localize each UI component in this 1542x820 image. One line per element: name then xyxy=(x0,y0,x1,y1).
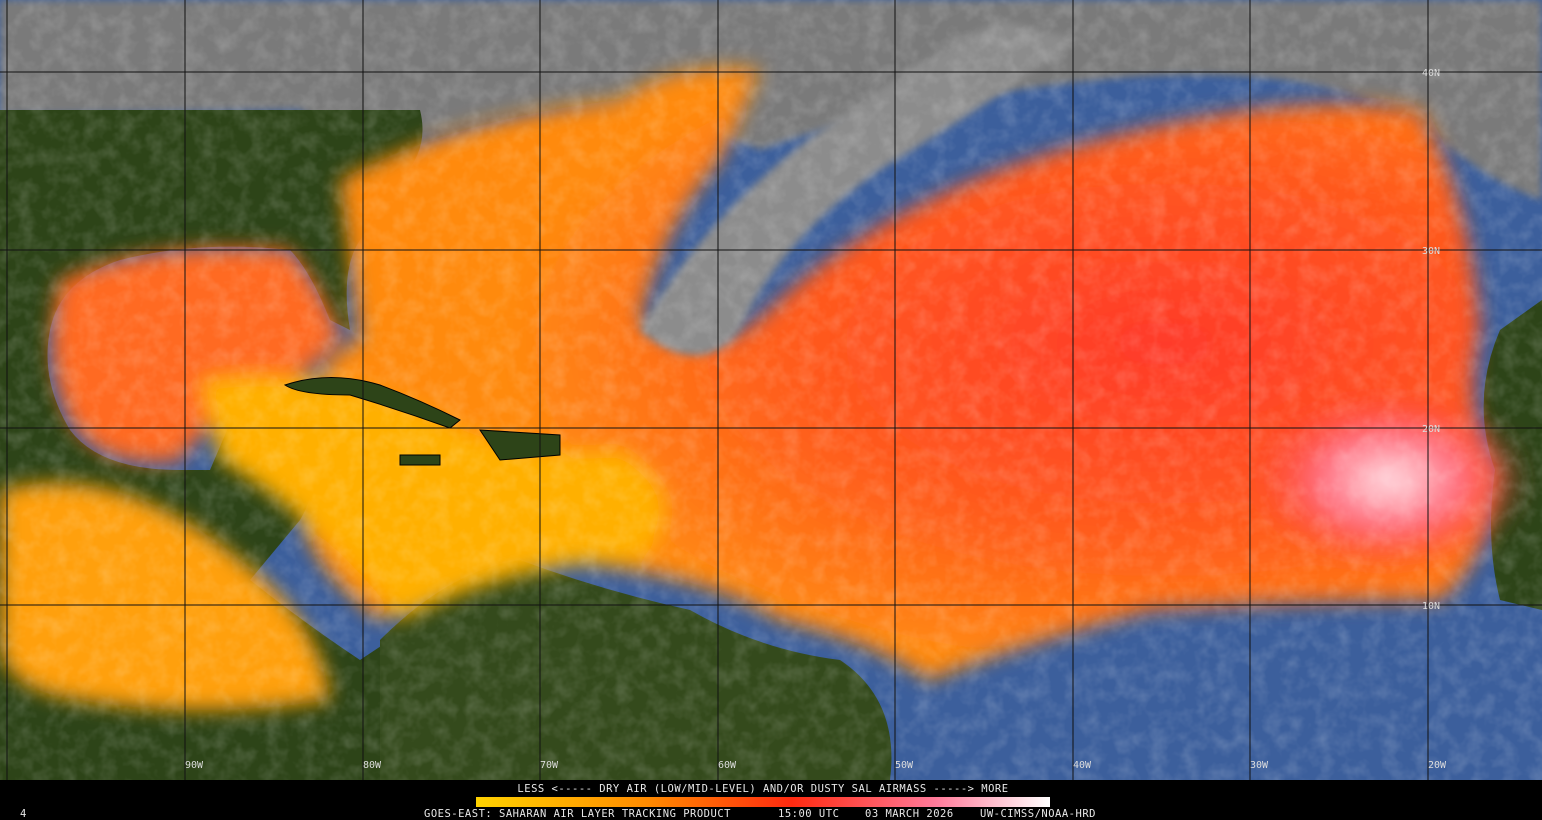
lon-label: 40W xyxy=(1073,760,1092,771)
lon-label: 90W xyxy=(185,760,204,771)
legend-caption: LESS <----- DRY AIR (LOW/MID-LEVEL) AND/… xyxy=(517,783,1008,795)
lat-label: 40N xyxy=(1422,68,1440,79)
island-cuba xyxy=(283,377,461,429)
product-name: GOES-EAST: SAHARAN AIR LAYER TRACKING PR… xyxy=(424,808,731,820)
island-jamaica xyxy=(399,454,441,466)
credit: UW-CIMSS/NOAA-HRD xyxy=(980,808,1096,820)
lat-label: 20N xyxy=(1422,424,1440,435)
graticule xyxy=(0,0,1542,780)
lon-label: 50W xyxy=(895,760,914,771)
lon-label: 30W xyxy=(1250,760,1269,771)
corner-mark: 4 xyxy=(20,808,27,820)
grid-labels: 40N 30N 20N 10N 90W 80W 70W 60W 50W 40W 30W 20W xyxy=(185,68,1447,771)
lon-label: 60W xyxy=(718,760,737,771)
texture xyxy=(0,0,1542,780)
lat-label: 30N xyxy=(1422,246,1440,257)
lon-label: 70W xyxy=(540,760,559,771)
color-scale xyxy=(476,797,1050,807)
lon-label: 20W xyxy=(1428,760,1447,771)
date: 03 MARCH 2026 xyxy=(865,808,954,820)
imagery xyxy=(0,0,1542,780)
lon-label: 80W xyxy=(363,760,382,771)
time: 15:00 UTC xyxy=(778,808,839,820)
lat-label: 10N xyxy=(1422,601,1440,612)
